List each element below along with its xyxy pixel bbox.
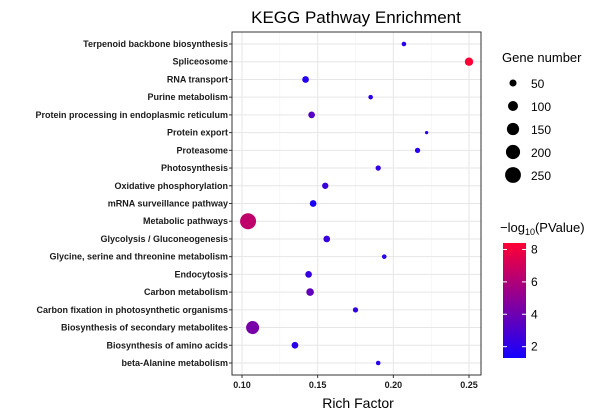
size-legend-key [506,122,520,136]
size-legend-label: 200 [531,146,551,160]
size-legend-key [508,101,518,111]
y-tick-label: RNA transport [167,74,228,84]
color-legend-title: −log10(PValue) [500,220,585,237]
colorbar-tick-label: 6 [531,275,538,289]
y-tick-label: mRNA surveillance pathway [108,199,228,209]
size-legend-label: 150 [531,123,551,137]
y-tick-label: Oxidative phosphorylation [114,181,228,191]
x-axis-title: Rich Factor [322,395,394,411]
color-legend-title-prefix: −log [500,220,525,235]
color-legend-title-suffix: (PValue) [535,220,585,235]
size-legend-label: 250 [531,169,551,183]
y-axis-labels: Terpenoid backbone biosynthesis Spliceoso… [35,39,232,368]
size-legend-key [509,79,517,87]
data-point [352,307,359,313]
colorbar-ticks: 2 4 6 8 [503,242,538,354]
data-point [401,41,407,47]
data-point [464,57,474,66]
data-point [381,254,387,259]
y-tick-label: Biosynthesis of amino acids [106,340,228,350]
data-point [424,130,429,135]
data-point [414,147,421,153]
data-point [291,341,299,349]
colorbar-tick-label: 4 [531,307,538,321]
points [240,41,474,366]
data-point [305,271,312,278]
data-point [323,235,331,243]
size-legend: 50 100 150 200 250 [505,77,551,183]
plot-panel-border [231,31,482,376]
y-tick-label: Carbon metabolism [144,287,228,297]
y-tick-label: beta-Alanine metabolism [121,358,228,368]
color-legend-title-sub: 10 [525,227,535,237]
colorbar-tick-label: 8 [531,242,538,256]
y-tick-label: Glycine, serine and threonine metabolism [49,252,228,262]
data-point [302,76,309,83]
size-legend-label: 50 [531,77,545,91]
x-axis-ticks: 0.10 0.15 0.20 0.25 [233,375,478,390]
y-tick-label: Purine metabolism [147,92,228,102]
y-tick-label: Terpenoid backbone biosynthesis [83,39,228,49]
data-point [240,213,257,230]
y-tick-label: Endocytosis [174,269,228,279]
size-legend-key [505,144,521,160]
x-tick-label: 0.20 [385,380,403,390]
size-legend-label: 100 [531,100,551,114]
y-tick-label: Glycolysis / Gluconeogenesis [100,234,228,244]
data-point [306,288,314,296]
data-point [375,165,381,171]
grid [232,32,481,375]
data-point [375,360,381,366]
x-tick-label: 0.10 [233,380,251,390]
colorbar [503,243,526,358]
data-point [309,200,317,207]
chart-title: KEGG Pathway Enrichment [251,8,461,27]
size-legend-key [505,167,521,183]
size-legend-title: Gene number [502,50,582,65]
y-tick-label: Protein export [167,128,228,138]
y-tick-label: Proteasome [176,145,228,155]
y-tick-label: Protein processing in endoplasmic reticu… [35,110,228,120]
x-tick-label: 0.25 [460,380,478,390]
data-point [368,94,373,100]
y-tick-label: Photosynthesis [161,163,228,173]
y-tick-label: Biosynthesis of secondary metabolites [61,323,228,333]
y-tick-label: Carbon fixation in photosynthetic organi… [36,305,228,315]
data-point [308,111,315,119]
colorbar-tick-label: 2 [531,340,538,354]
x-tick-label: 0.15 [309,380,327,390]
y-tick-label: Metabolic pathways [143,216,228,226]
data-point [322,182,329,189]
data-point [246,321,260,335]
y-tick-label: Spliceosome [172,57,228,67]
